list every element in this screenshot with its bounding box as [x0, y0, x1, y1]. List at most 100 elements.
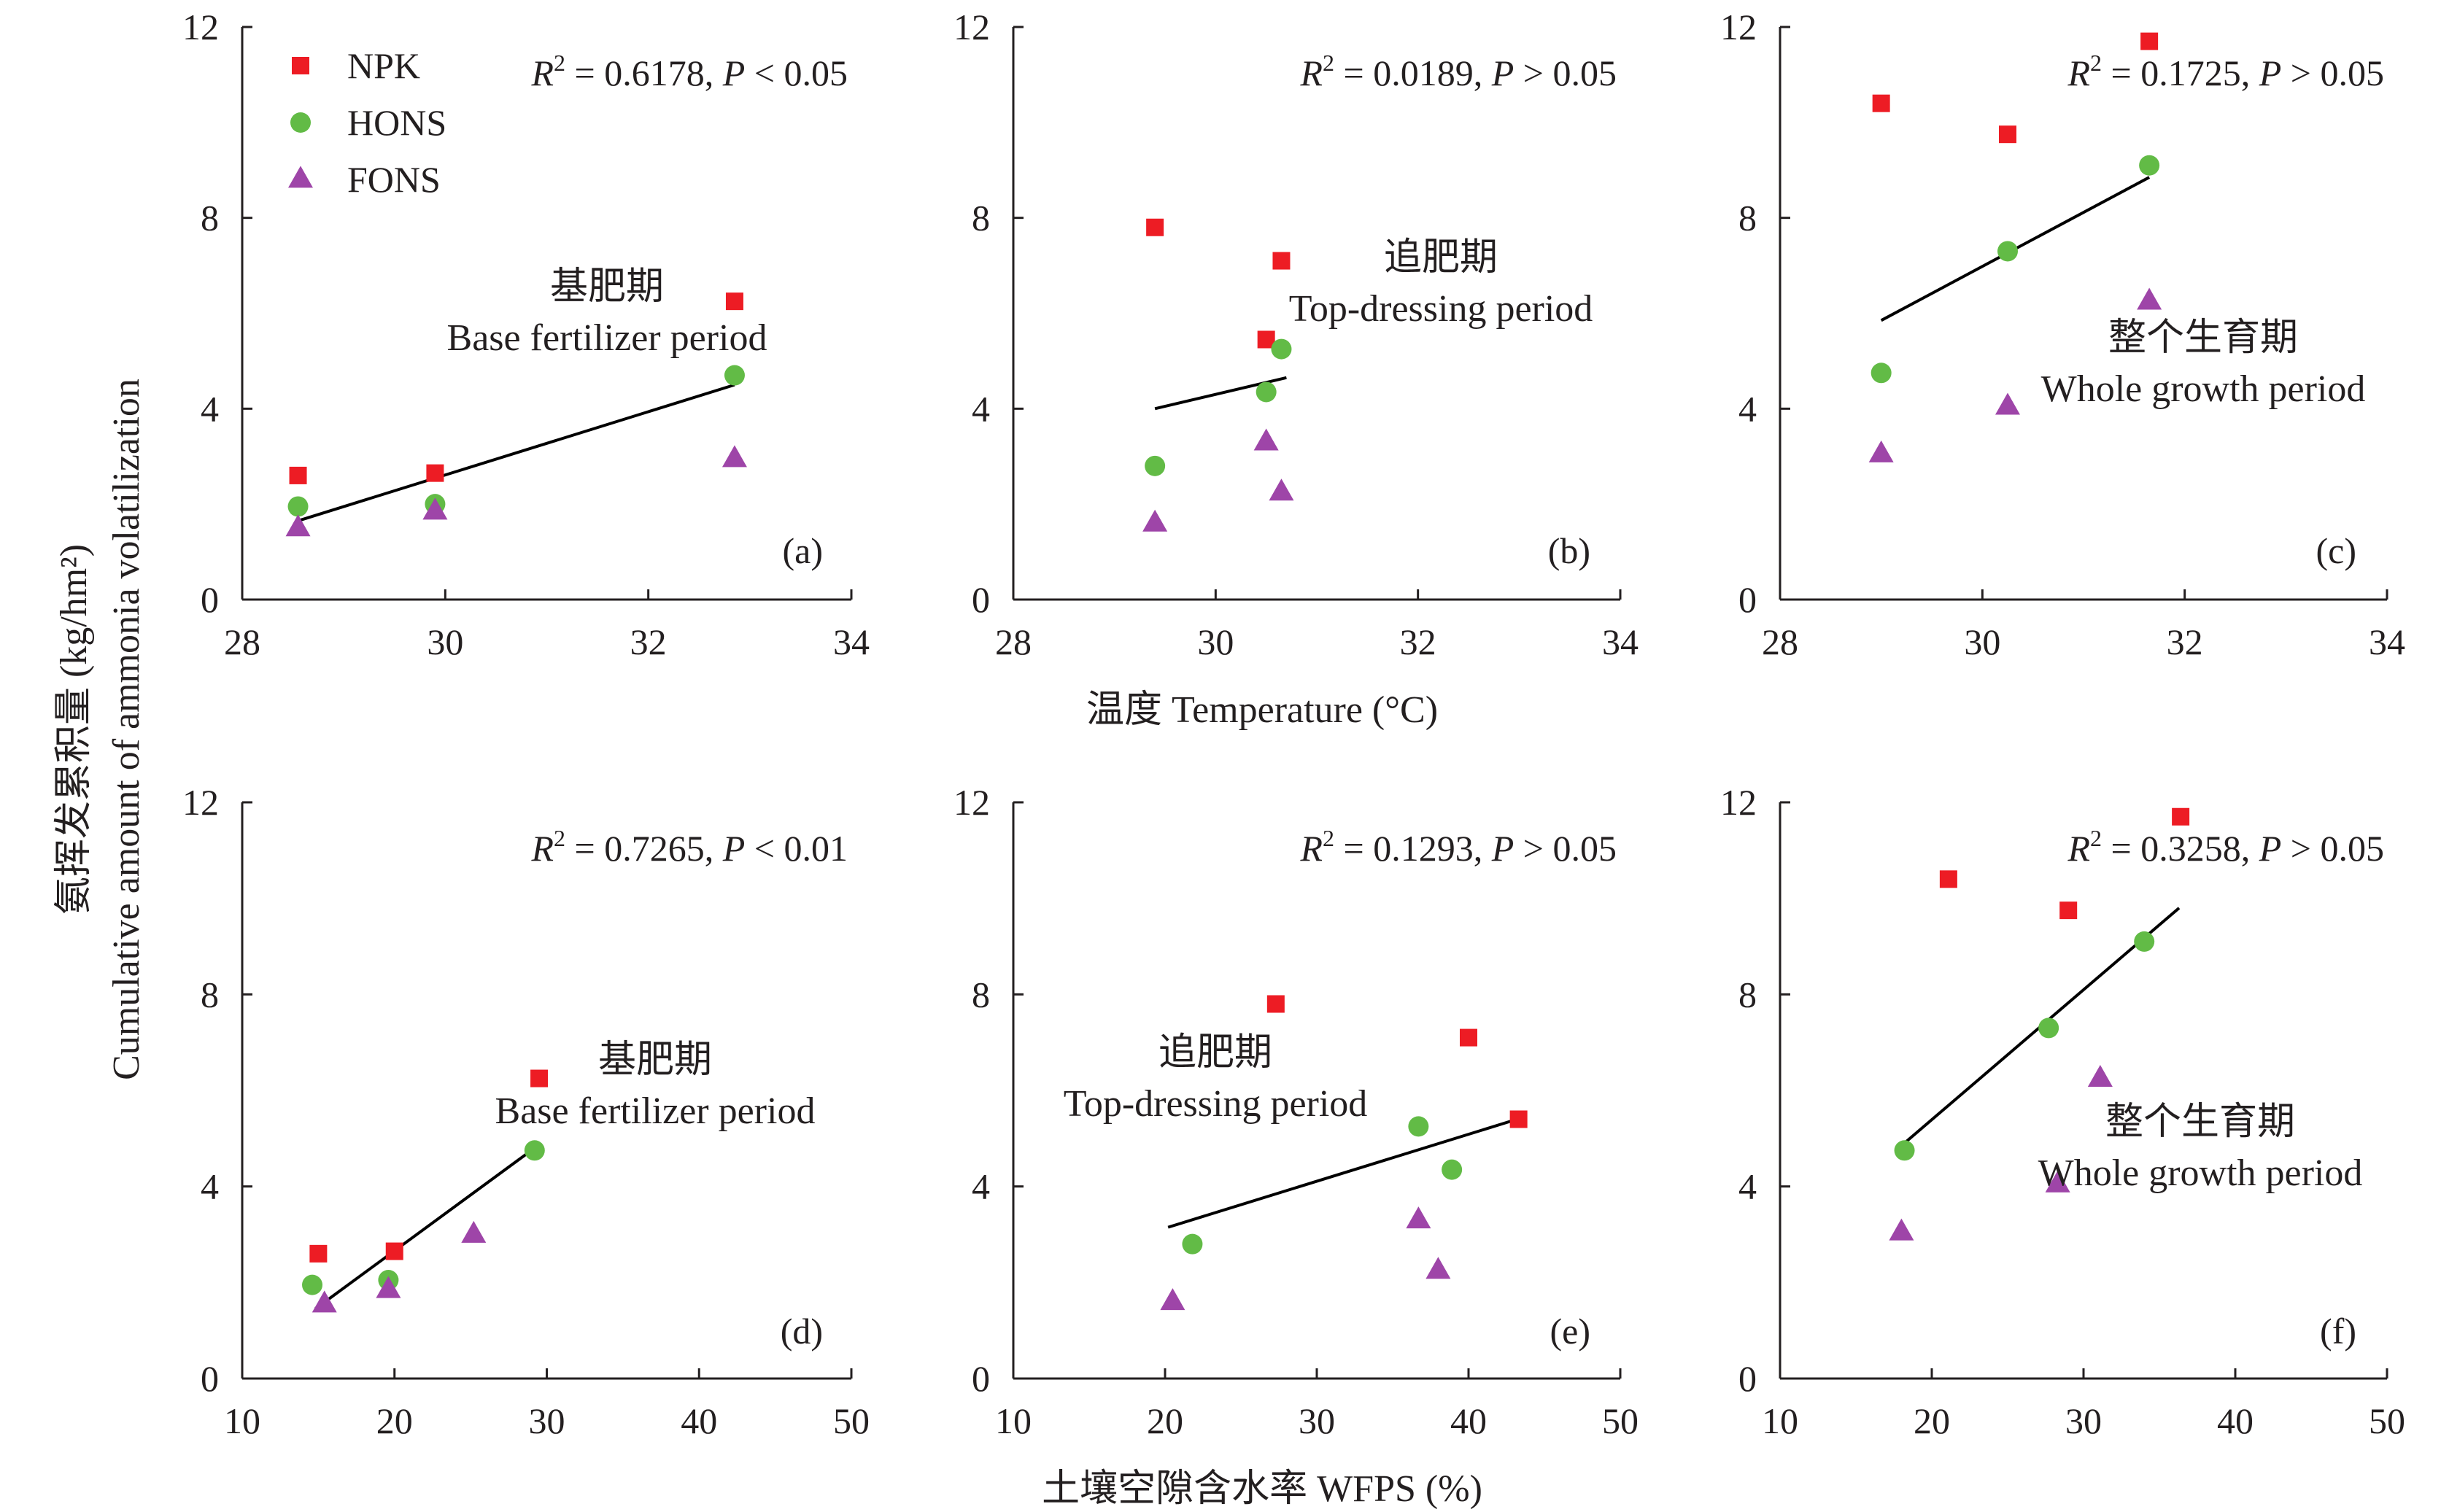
- point-npk: [385, 1242, 403, 1260]
- point-npk: [1509, 1110, 1528, 1128]
- period-label-cn: 基肥期: [550, 266, 664, 308]
- point-fons: [1142, 509, 1168, 532]
- p-symbol: P: [2259, 53, 2282, 93]
- point-fons: [1425, 1257, 1451, 1279]
- r2-symbol: R: [1300, 828, 1323, 869]
- x-tick-label: 50: [1602, 1400, 1639, 1441]
- y-tick-label: 8: [1738, 198, 1757, 239]
- y-tick-label: 4: [1738, 1166, 1757, 1207]
- x-tick-label: 10: [995, 1400, 1032, 1441]
- x-tick-label: 32: [630, 621, 667, 662]
- point-hons: [2139, 155, 2160, 176]
- point-hons: [524, 1140, 545, 1161]
- point-fons: [422, 497, 448, 520]
- r2-annotation: R2 = 0.3258, P > 0.05: [2067, 825, 2385, 869]
- p-value: > 0.05: [2281, 53, 2384, 93]
- x-tick-label: 20: [1914, 1400, 1950, 1441]
- point-fons: [722, 445, 747, 468]
- point-hons: [1271, 338, 1292, 360]
- panel-d: 0 4 8 12 10 20 30 40 50 R2 = 0.7265, P < 0.01 基肥期 B…: [182, 782, 870, 1441]
- period-label-en: Top-dressing period: [1064, 1083, 1368, 1125]
- point-fons: [1995, 392, 2020, 415]
- y-tick-label: 4: [201, 1166, 219, 1207]
- y-tick-label: 8: [972, 974, 990, 1015]
- legend: NPK HONS FONS: [288, 45, 446, 200]
- point-fons: [2137, 287, 2162, 310]
- x-tick-label: 40: [2217, 1400, 2254, 1441]
- point-hons: [1145, 455, 1166, 476]
- r2-value: = 0.7265,: [565, 828, 723, 869]
- point-fons: [312, 1290, 337, 1313]
- r2-annotation: R2 = 0.0189, P > 0.05: [1300, 50, 1617, 93]
- p-symbol: P: [1491, 53, 1514, 93]
- p-symbol: P: [2259, 828, 2282, 869]
- x-tick-label: 28: [224, 621, 260, 662]
- x-tick-label: 20: [376, 1400, 413, 1441]
- period-label-en: Whole growth period: [2041, 368, 2366, 410]
- x-tick-label: 50: [833, 1400, 870, 1441]
- x-tick-label: 30: [1197, 621, 1234, 662]
- x-tick-label: 30: [427, 621, 463, 662]
- point-npk: [1460, 1028, 1477, 1047]
- y-tick-label: 8: [1738, 974, 1757, 1015]
- point-npk: [1146, 218, 1164, 236]
- x-tick-label: 10: [1762, 1400, 1798, 1441]
- point-hons: [1894, 1140, 1915, 1161]
- panel-f: 0 4 8 12 10 20 30 40 50 R2 = 0.3258, P > 0.05 整个生育…: [1720, 782, 2405, 1441]
- point-hons: [1442, 1159, 1463, 1180]
- legend-label-fons: FONS: [347, 159, 441, 200]
- y-tick-label: 4: [972, 1166, 990, 1207]
- legend-marker-fons: [288, 166, 313, 188]
- x-tick-label: 32: [2167, 621, 2203, 662]
- r2-annotation: R2 = 0.1293, P > 0.05: [1300, 825, 1617, 869]
- x-tick-label: 20: [1147, 1400, 1183, 1441]
- x-tick-label: 34: [833, 621, 870, 662]
- fit-line: [297, 383, 735, 522]
- period-label-cn: 整个生育期: [2108, 317, 2298, 359]
- x-tick-label: 40: [1450, 1400, 1487, 1441]
- point-npk: [289, 466, 307, 484]
- period-label-en: Whole growth period: [2038, 1152, 2363, 1194]
- point-fons: [285, 514, 311, 537]
- point-hons: [724, 365, 745, 386]
- y-tick-label: 0: [972, 579, 990, 620]
- y-tick-label: 4: [1738, 388, 1757, 429]
- period-label-cn: 追肥期: [1158, 1032, 1272, 1074]
- legend-label-hons: HONS: [347, 102, 446, 143]
- r2-superscript: 2: [554, 50, 565, 76]
- y-tick-label: 12: [182, 782, 219, 823]
- x-tick-label: 10: [224, 1400, 260, 1441]
- panel-b: 0 4 8 12 28 30 32 34 R2 = 0.0189, P > 0.05 追肥期 Top…: [953, 7, 1639, 662]
- point-hons: [1182, 1233, 1203, 1255]
- point-fons: [1160, 1288, 1185, 1311]
- period-label-en: Base fertilizer period: [495, 1090, 816, 1132]
- r2-symbol: R: [2067, 53, 2091, 93]
- r2-annotation: R2 = 0.7265, P < 0.01: [531, 825, 848, 869]
- p-value: < 0.05: [745, 53, 848, 93]
- x-tick-label: 50: [2369, 1400, 2405, 1441]
- point-hons: [1871, 363, 1892, 384]
- r2-annotation: R2 = 0.1725, P > 0.05: [2067, 50, 2385, 93]
- r2-value: = 0.3258,: [2102, 828, 2259, 869]
- y-tick-label: 8: [201, 974, 219, 1015]
- r2-superscript: 2: [2090, 825, 2102, 851]
- x-tick-label: 34: [2369, 621, 2405, 662]
- panel-tag: (f): [2320, 1311, 2356, 1352]
- point-fons: [461, 1220, 487, 1243]
- point-fons: [1868, 440, 1894, 462]
- y-tick-label: 0: [201, 1358, 219, 1399]
- point-fons: [376, 1276, 401, 1298]
- y-tick-label: 0: [201, 579, 219, 620]
- r2-value: = 0.1293,: [1334, 828, 1492, 869]
- period-label-cn: 追肥期: [1384, 237, 1498, 279]
- r2-superscript: 2: [554, 825, 565, 851]
- point-npk: [1272, 252, 1291, 270]
- legend-marker-npk: [292, 57, 309, 74]
- x-tick-label: 30: [529, 1400, 565, 1441]
- p-value: > 0.05: [1514, 828, 1617, 869]
- panel-tag: (e): [1550, 1311, 1591, 1352]
- point-npk: [1939, 870, 1957, 888]
- point-npk: [2172, 807, 2190, 826]
- x-tick-label: 40: [681, 1400, 717, 1441]
